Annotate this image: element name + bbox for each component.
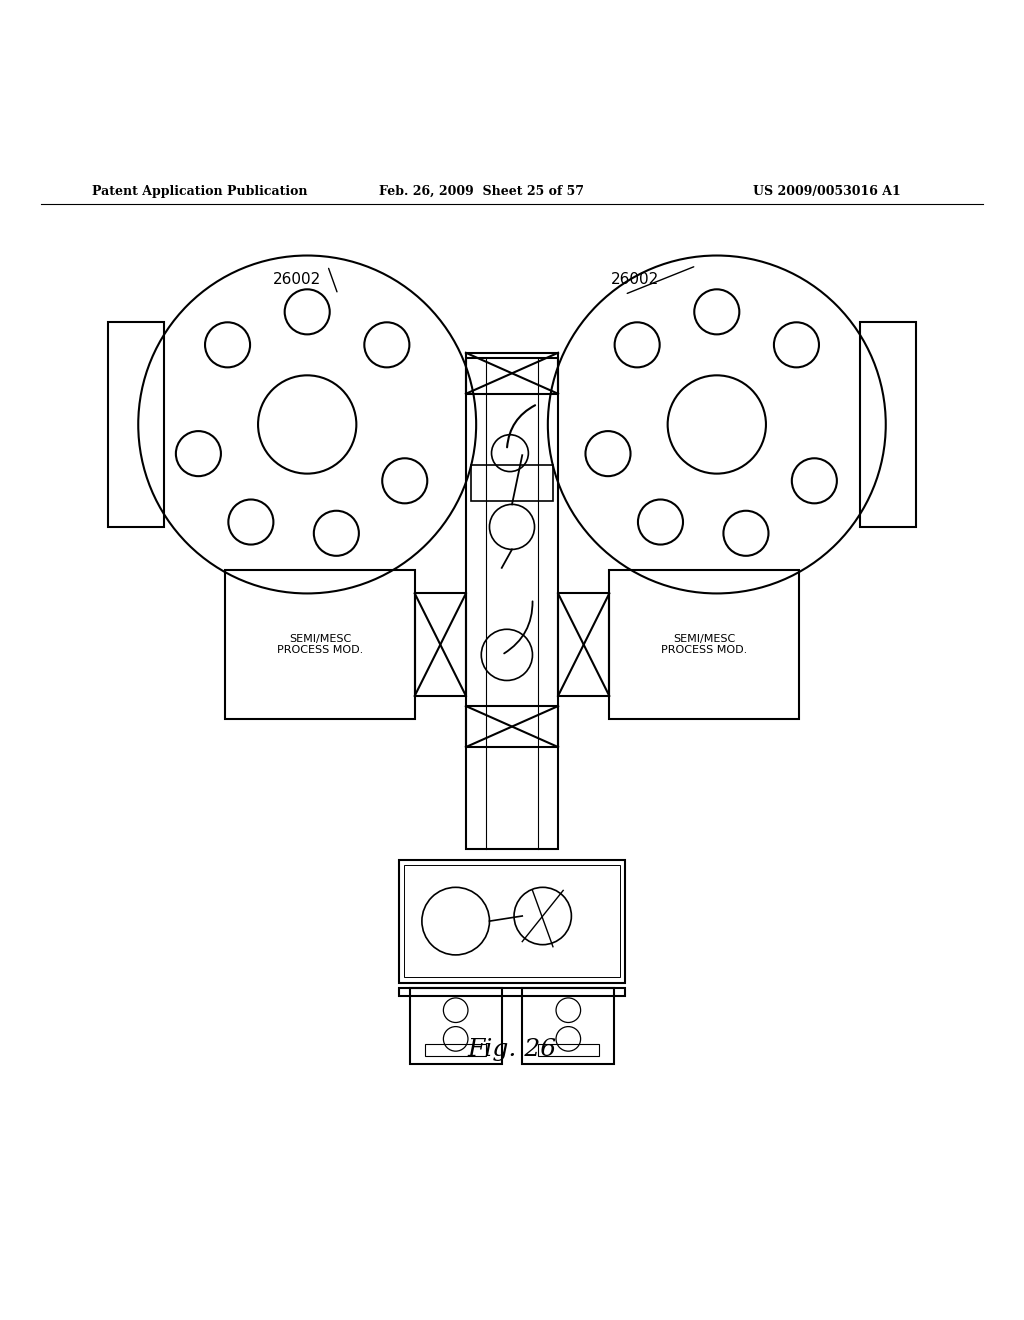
Bar: [558, 594, 609, 696]
Bar: [466, 352, 558, 393]
Text: SEMI/MESC
PROCESS MOD.: SEMI/MESC PROCESS MOD.: [276, 634, 364, 656]
Bar: [415, 594, 466, 696]
Bar: [860, 322, 916, 527]
Text: Feb. 26, 2009  Sheet 25 of 57: Feb. 26, 2009 Sheet 25 of 57: [379, 185, 584, 198]
Text: 26002: 26002: [610, 272, 659, 286]
Bar: [404, 865, 620, 977]
Bar: [425, 1044, 486, 1056]
Bar: [225, 570, 415, 719]
Text: US 2009/0053016 A1: US 2009/0053016 A1: [754, 185, 901, 198]
Bar: [399, 987, 625, 995]
Bar: [522, 987, 614, 1064]
Bar: [471, 466, 553, 502]
Bar: [466, 706, 558, 747]
Text: Patent Application Publication: Patent Application Publication: [92, 185, 307, 198]
Text: SEMI/MESC
PROCESS MOD.: SEMI/MESC PROCESS MOD.: [660, 634, 748, 656]
Bar: [399, 859, 625, 982]
Text: Fig. 26: Fig. 26: [467, 1038, 557, 1061]
Bar: [108, 322, 164, 527]
Text: 26002: 26002: [272, 272, 322, 286]
Bar: [466, 358, 558, 850]
Bar: [410, 987, 502, 1064]
Bar: [609, 570, 799, 719]
Bar: [538, 1044, 599, 1056]
